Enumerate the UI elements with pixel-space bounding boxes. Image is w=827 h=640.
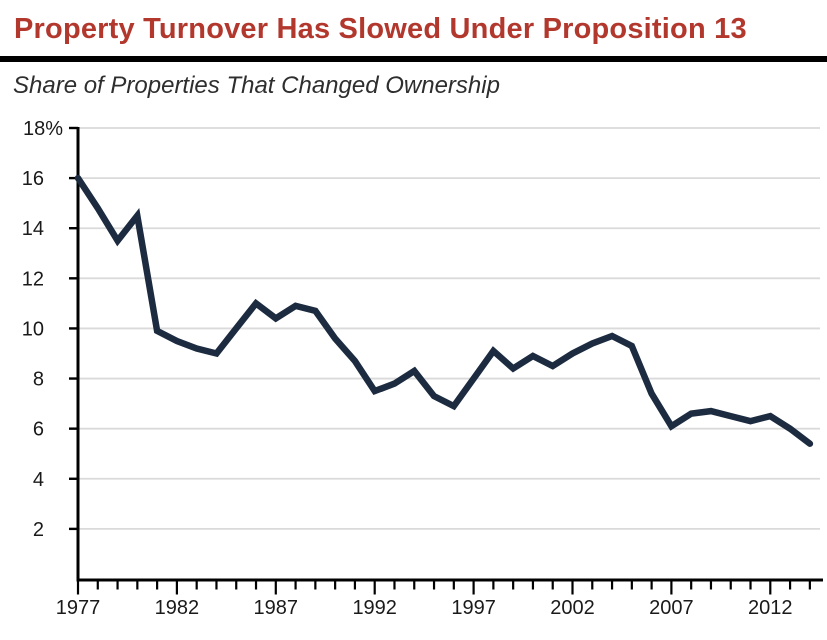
y-axis-label: 8 [33,369,44,391]
x-axis-label: 2012 [748,597,793,619]
y-axis-label: 14 [22,218,44,240]
y-axis-label: 12 [22,268,44,290]
x-axis-label: 1992 [352,597,397,619]
title-divider [0,56,827,62]
x-axis-label: 1977 [56,597,101,619]
y-axis-label: 16 [22,168,44,190]
chart-subtitle: Share of Properties That Changed Ownersh… [13,72,500,99]
line-chart-svg: 2 4 6 8 10 12 14 16 18% 1977 1982 1987 1992 1997 2002 2… [22,118,823,619]
page-title: Property Turnover Has Slowed Under Propo… [14,13,747,45]
y-axis-label: 10 [22,318,44,340]
x-axis-label: 1987 [254,597,299,619]
y-axis-label: 6 [33,419,44,441]
y-axis-label: 4 [33,469,44,491]
x-axis-label: 2002 [550,597,595,619]
x-axis-label: 2007 [649,597,694,619]
y-axis-label: 2 [33,519,44,541]
x-axis-label: 1982 [155,597,200,619]
y-axis-label: 18% [23,118,63,140]
data-line-series [74,174,814,447]
turnover-line-chart: 2 4 6 8 10 12 14 16 18% 1977 1982 1987 1992 1997 2002 2… [0,106,827,640]
x-axis-label: 1997 [451,597,496,619]
